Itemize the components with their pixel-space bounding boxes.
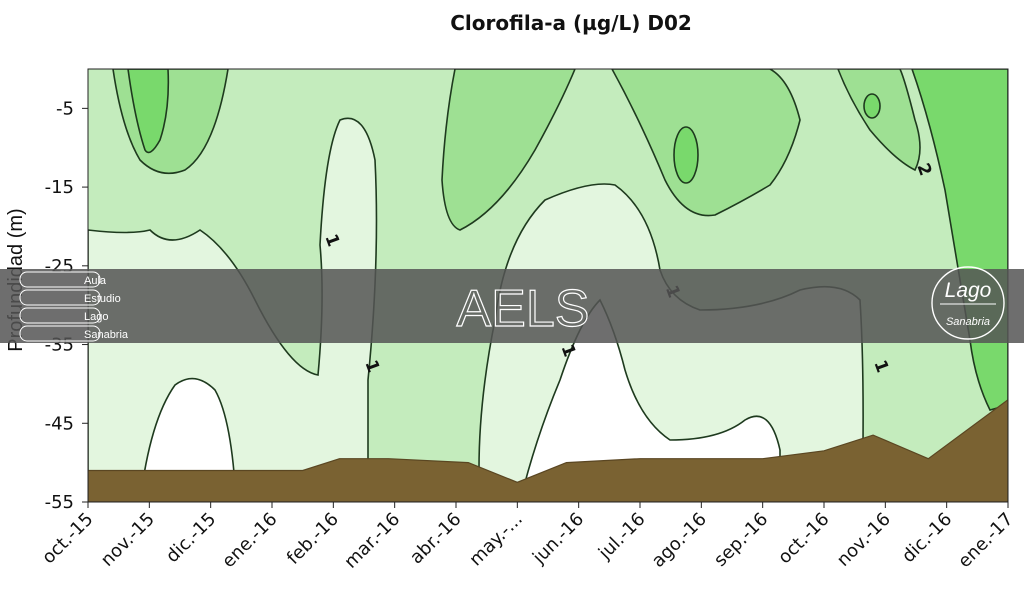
contour-band-1-5 [838, 69, 920, 170]
contour-line [441, 69, 576, 231]
contour-band-2 [128, 69, 169, 153]
x-tick-label: sep.-16 [710, 509, 772, 571]
contour-band-2 [864, 94, 880, 118]
logo-subtitle: Sanabria [946, 316, 990, 328]
banner-word-list: Aula Estudio Lago Sanabria [19, 271, 129, 342]
logo-circle [931, 266, 1005, 340]
contour-line [611, 69, 801, 217]
banner-strip [0, 269, 1024, 343]
banner-pill [19, 289, 101, 306]
banner-word-aula: Aula [84, 275, 107, 287]
y-tick-label: -15 [45, 177, 74, 198]
watermark-banner: Aula Estudio Lago Sanabria AELS Lago San… [0, 266, 1024, 343]
x-tick-label: ene.-17 [954, 509, 1017, 572]
contour-line [127, 69, 170, 154]
contour-line [837, 69, 921, 172]
contour-line [519, 298, 781, 502]
lago-sanabria-logo: Lago Sanabria [931, 266, 1005, 340]
contour-line [863, 93, 881, 119]
chart-title: Clorofila-a (µg/L) D02 [450, 11, 692, 35]
contour-line [673, 126, 699, 184]
logo-title: Lago [945, 279, 992, 302]
banner-pill [19, 325, 101, 342]
y-tick-label: -45 [45, 413, 74, 434]
banner-word-lago: Lago [84, 311, 108, 323]
x-tick-label: mar.-16 [340, 509, 404, 573]
x-tick-label: abr.-16 [406, 509, 466, 569]
x-tick-label: feb.-16 [283, 509, 343, 569]
lake-bottom-sediment [88, 398, 1008, 502]
banner-pill [19, 307, 101, 324]
y-tick-label: -55 [45, 492, 74, 513]
y-tick-label: -5 [56, 98, 74, 119]
x-tick-label: oct.-16 [774, 509, 833, 568]
x-tick-label: ene.-16 [218, 509, 281, 572]
x-tick-label: nov.-16 [833, 509, 895, 571]
contour-band-0 [520, 300, 780, 502]
x-tick-label: may.-... [465, 509, 527, 571]
contour-line [112, 69, 229, 175]
x-tick-label: jul.-16 [594, 509, 650, 565]
contour-band-2 [674, 127, 698, 183]
contour-band-1-5 [612, 69, 800, 216]
x-tick-label: ago.-16 [648, 509, 711, 572]
x-tick-label: jun.-16 [528, 509, 588, 569]
contour-band-1-5 [442, 69, 575, 230]
x-tick-label: dic.-15 [162, 509, 220, 567]
banner-word-estudio: Estudio [84, 293, 121, 305]
x-tick-label: nov.-15 [97, 509, 159, 571]
banner-word-sanabria: Sanabria [84, 329, 129, 341]
banner-pill [19, 271, 101, 288]
x-tick-label: dic.-16 [898, 509, 956, 567]
x-tick-label: oct.-15 [38, 509, 97, 568]
contour-line [139, 377, 237, 502]
banner-center-text: AELS [457, 280, 590, 338]
